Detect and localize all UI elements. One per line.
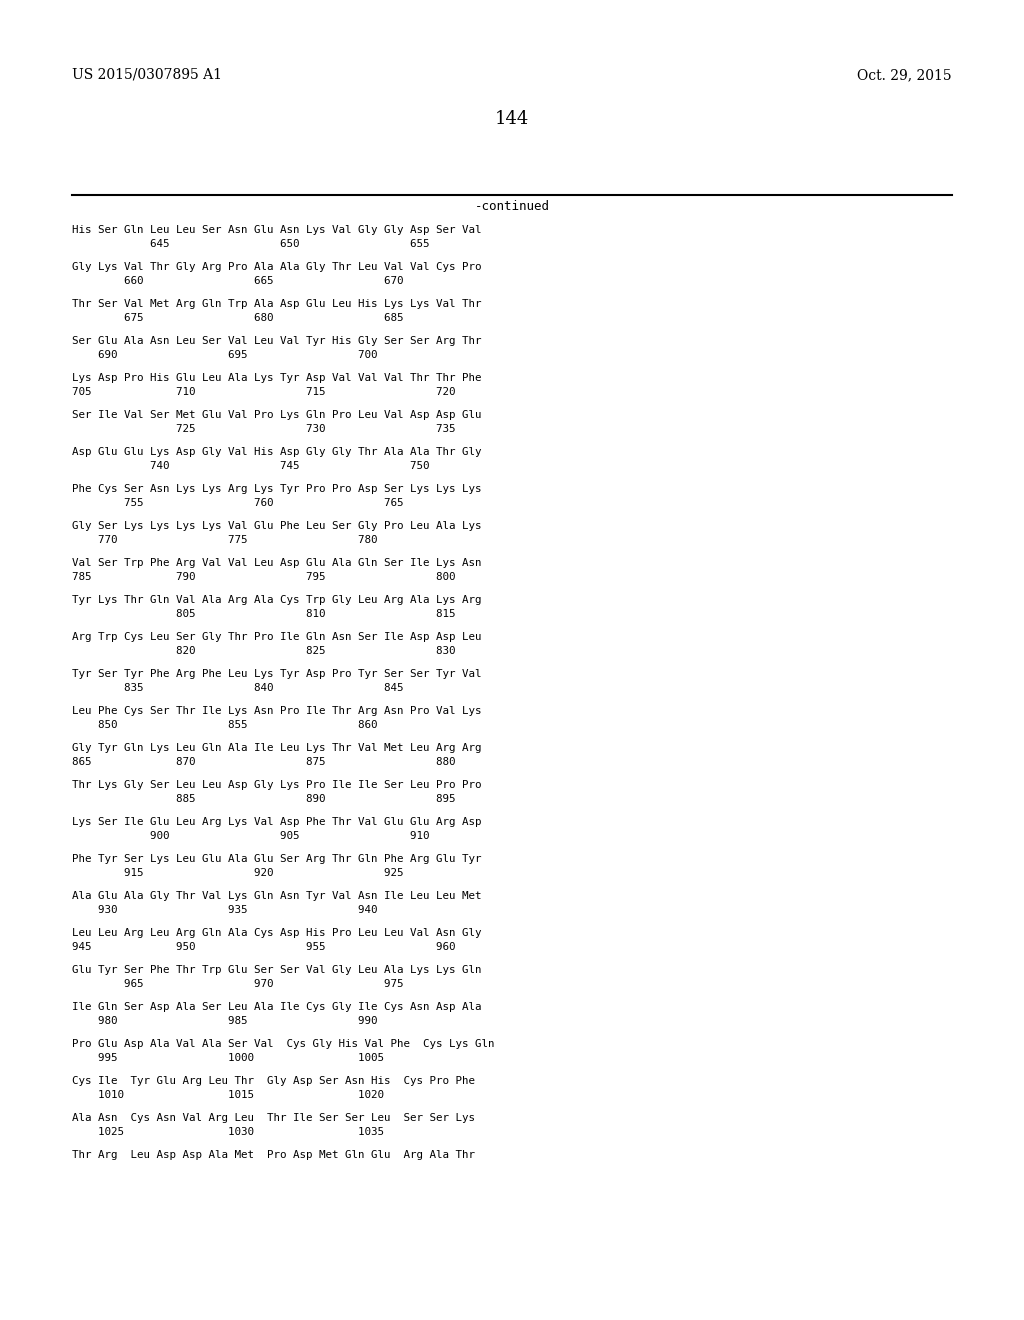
- Text: 885                 890                 895: 885 890 895: [72, 795, 456, 804]
- Text: US 2015/0307895 A1: US 2015/0307895 A1: [72, 69, 222, 82]
- Text: 755                 760                 765: 755 760 765: [72, 498, 403, 508]
- Text: Gly Ser Lys Lys Lys Lys Val Glu Phe Leu Ser Gly Pro Leu Ala Lys: Gly Ser Lys Lys Lys Lys Val Glu Phe Leu …: [72, 521, 481, 531]
- Text: His Ser Gln Leu Leu Ser Asn Glu Asn Lys Val Gly Gly Asp Ser Val: His Ser Gln Leu Leu Ser Asn Glu Asn Lys …: [72, 224, 481, 235]
- Text: 675                 680                 685: 675 680 685: [72, 313, 403, 323]
- Text: -continued: -continued: [474, 201, 550, 213]
- Text: 785             790                 795                 800: 785 790 795 800: [72, 572, 456, 582]
- Text: 645                 650                 655: 645 650 655: [72, 239, 429, 249]
- Text: 1025                1030                1035: 1025 1030 1035: [72, 1127, 384, 1137]
- Text: Thr Lys Gly Ser Leu Leu Asp Gly Lys Pro Ile Ile Ser Leu Pro Pro: Thr Lys Gly Ser Leu Leu Asp Gly Lys Pro …: [72, 780, 481, 789]
- Text: 900                 905                 910: 900 905 910: [72, 832, 429, 841]
- Text: Phe Cys Ser Asn Lys Lys Arg Lys Tyr Pro Pro Asp Ser Lys Lys Lys: Phe Cys Ser Asn Lys Lys Arg Lys Tyr Pro …: [72, 484, 481, 494]
- Text: Tyr Ser Tyr Phe Arg Phe Leu Lys Tyr Asp Pro Tyr Ser Ser Tyr Val: Tyr Ser Tyr Phe Arg Phe Leu Lys Tyr Asp …: [72, 669, 481, 678]
- Text: 835                 840                 845: 835 840 845: [72, 682, 403, 693]
- Text: Ile Gln Ser Asp Ala Ser Leu Ala Ile Cys Gly Ile Cys Asn Asp Ala: Ile Gln Ser Asp Ala Ser Leu Ala Ile Cys …: [72, 1002, 481, 1012]
- Text: Ala Glu Ala Gly Thr Val Lys Gln Asn Tyr Val Asn Ile Leu Leu Met: Ala Glu Ala Gly Thr Val Lys Gln Asn Tyr …: [72, 891, 481, 902]
- Text: Thr Arg  Leu Asp Asp Ala Met  Pro Asp Met Gln Glu  Arg Ala Thr: Thr Arg Leu Asp Asp Ala Met Pro Asp Met …: [72, 1150, 475, 1160]
- Text: 660                 665                 670: 660 665 670: [72, 276, 403, 286]
- Text: 725                 730                 735: 725 730 735: [72, 424, 456, 434]
- Text: Phe Tyr Ser Lys Leu Glu Ala Glu Ser Arg Thr Gln Phe Arg Glu Tyr: Phe Tyr Ser Lys Leu Glu Ala Glu Ser Arg …: [72, 854, 481, 865]
- Text: Lys Asp Pro His Glu Leu Ala Lys Tyr Asp Val Val Val Thr Thr Phe: Lys Asp Pro His Glu Leu Ala Lys Tyr Asp …: [72, 374, 481, 383]
- Text: Leu Leu Arg Leu Arg Gln Ala Cys Asp His Pro Leu Leu Val Asn Gly: Leu Leu Arg Leu Arg Gln Ala Cys Asp His …: [72, 928, 481, 939]
- Text: Ala Asn  Cys Asn Val Arg Leu  Thr Ile Ser Ser Leu  Ser Ser Lys: Ala Asn Cys Asn Val Arg Leu Thr Ile Ser …: [72, 1113, 475, 1123]
- Text: Leu Phe Cys Ser Thr Ile Lys Asn Pro Ile Thr Arg Asn Pro Val Lys: Leu Phe Cys Ser Thr Ile Lys Asn Pro Ile …: [72, 706, 481, 715]
- Text: 1010                1015                1020: 1010 1015 1020: [72, 1090, 384, 1100]
- Text: Lys Ser Ile Glu Leu Arg Lys Val Asp Phe Thr Val Glu Glu Arg Asp: Lys Ser Ile Glu Leu Arg Lys Val Asp Phe …: [72, 817, 481, 828]
- Text: 850                 855                 860: 850 855 860: [72, 719, 378, 730]
- Text: Glu Tyr Ser Phe Thr Trp Glu Ser Ser Val Gly Leu Ala Lys Lys Gln: Glu Tyr Ser Phe Thr Trp Glu Ser Ser Val …: [72, 965, 481, 975]
- Text: 805                 810                 815: 805 810 815: [72, 609, 456, 619]
- Text: Val Ser Trp Phe Arg Val Val Leu Asp Glu Ala Gln Ser Ile Lys Asn: Val Ser Trp Phe Arg Val Val Leu Asp Glu …: [72, 558, 481, 568]
- Text: 705             710                 715                 720: 705 710 715 720: [72, 387, 456, 397]
- Text: 865             870                 875                 880: 865 870 875 880: [72, 756, 456, 767]
- Text: 144: 144: [495, 110, 529, 128]
- Text: Thr Ser Val Met Arg Gln Trp Ala Asp Glu Leu His Lys Lys Val Thr: Thr Ser Val Met Arg Gln Trp Ala Asp Glu …: [72, 300, 481, 309]
- Text: Pro Glu Asp Ala Val Ala Ser Val  Cys Gly His Val Phe  Cys Lys Gln: Pro Glu Asp Ala Val Ala Ser Val Cys Gly …: [72, 1039, 495, 1049]
- Text: Asp Glu Glu Lys Asp Gly Val His Asp Gly Gly Thr Ala Ala Thr Gly: Asp Glu Glu Lys Asp Gly Val His Asp Gly …: [72, 447, 481, 457]
- Text: Ser Ile Val Ser Met Glu Val Pro Lys Gln Pro Leu Val Asp Asp Glu: Ser Ile Val Ser Met Glu Val Pro Lys Gln …: [72, 411, 481, 420]
- Text: 945             950                 955                 960: 945 950 955 960: [72, 942, 456, 952]
- Text: 820                 825                 830: 820 825 830: [72, 645, 456, 656]
- Text: Gly Lys Val Thr Gly Arg Pro Ala Ala Gly Thr Leu Val Val Cys Pro: Gly Lys Val Thr Gly Arg Pro Ala Ala Gly …: [72, 261, 481, 272]
- Text: Gly Tyr Gln Lys Leu Gln Ala Ile Leu Lys Thr Val Met Leu Arg Arg: Gly Tyr Gln Lys Leu Gln Ala Ile Leu Lys …: [72, 743, 481, 752]
- Text: 930                 935                 940: 930 935 940: [72, 906, 378, 915]
- Text: Arg Trp Cys Leu Ser Gly Thr Pro Ile Gln Asn Ser Ile Asp Asp Leu: Arg Trp Cys Leu Ser Gly Thr Pro Ile Gln …: [72, 632, 481, 642]
- Text: Ser Glu Ala Asn Leu Ser Val Leu Val Tyr His Gly Ser Ser Arg Thr: Ser Glu Ala Asn Leu Ser Val Leu Val Tyr …: [72, 337, 481, 346]
- Text: 690                 695                 700: 690 695 700: [72, 350, 378, 360]
- Text: 740                 745                 750: 740 745 750: [72, 461, 429, 471]
- Text: 965                 970                 975: 965 970 975: [72, 979, 403, 989]
- Text: 980                 985                 990: 980 985 990: [72, 1016, 378, 1026]
- Text: 995                 1000                1005: 995 1000 1005: [72, 1053, 384, 1063]
- Text: 915                 920                 925: 915 920 925: [72, 869, 403, 878]
- Text: Cys Ile  Tyr Glu Arg Leu Thr  Gly Asp Ser Asn His  Cys Pro Phe: Cys Ile Tyr Glu Arg Leu Thr Gly Asp Ser …: [72, 1076, 475, 1086]
- Text: 770                 775                 780: 770 775 780: [72, 535, 378, 545]
- Text: Oct. 29, 2015: Oct. 29, 2015: [857, 69, 952, 82]
- Text: Tyr Lys Thr Gln Val Ala Arg Ala Cys Trp Gly Leu Arg Ala Lys Arg: Tyr Lys Thr Gln Val Ala Arg Ala Cys Trp …: [72, 595, 481, 605]
